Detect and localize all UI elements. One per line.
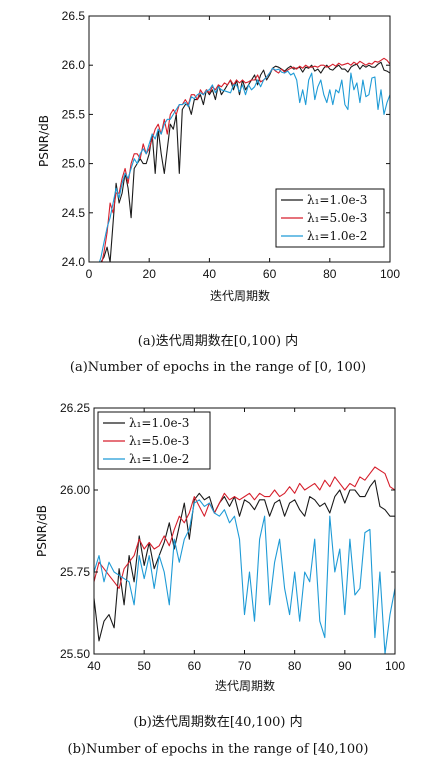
chart-a-y-tick-label: 24.0 (62, 255, 86, 269)
chart-a-y-tick-label: 26.0 (62, 58, 86, 72)
chart-b-y-axis-label: PSNR/dB (35, 505, 49, 557)
chart-a-x-tick-label: 100 (380, 267, 400, 281)
chart-b-x-tick-label: 60 (188, 659, 202, 673)
chart-a-legend-label-2: λ₁=5.0e-3 (307, 211, 367, 225)
chart-a-legend-label-3: λ₁=1.0e-2 (307, 229, 367, 243)
chart-a-x-axis-label: 迭代周期数 (210, 288, 270, 303)
chart-b-legend-label-1: λ₁=1.0e-3 (129, 416, 189, 430)
chart-b-y-tick-label: 26.00 (60, 483, 90, 497)
chart-a-caption-cn: (a)迭代周期数在[0,100) 内 (138, 333, 298, 349)
chart-b: PSNR/dB 迭代周期数 (b)迭代周期数在[40,100) 内 (b)Num… (35, 401, 405, 757)
chart-a-x-tick-label: 20 (143, 267, 157, 281)
chart-b-x-tick-label: 90 (338, 659, 352, 673)
chart-a-legend-label-1: λ₁=1.0e-3 (307, 193, 367, 207)
chart-a-caption-en: (a)Number of epochs in the range of [0, … (70, 360, 366, 375)
chart-b-y-tick-label: 25.75 (60, 565, 90, 579)
chart-b-legend-label-3: λ₁=1.0e-2 (129, 452, 189, 466)
chart-b-y-tick-label: 26.25 (60, 401, 90, 415)
chart-b-series-line-1 (94, 479, 395, 642)
chart-b-x-axis-label: 迭代周期数 (215, 678, 275, 693)
chart-b-series-line-3 (94, 499, 395, 654)
chart-a-x-tick-label: 0 (86, 267, 93, 281)
chart-a-series-line-3 (98, 67, 390, 262)
chart-b-x-tick-label: 40 (87, 659, 101, 673)
chart-b-x-tick-label: 70 (238, 659, 252, 673)
chart-a-y-tick-label: 25.0 (62, 157, 86, 171)
chart-a: PSNR/dB 迭代周期数 (a)迭代周期数在[0,100) 内 (a)Numb… (37, 9, 400, 375)
chart-b-x-tick-label: 50 (137, 659, 151, 673)
chart-a-series-line-1 (100, 61, 390, 262)
chart-a-y-axis-label: PSNR/dB (37, 115, 51, 167)
chart-b-y-tick-label: 25.50 (60, 647, 90, 661)
chart-b-legend-label-2: λ₁=5.0e-3 (129, 434, 189, 448)
chart-b-x-tick-label: 100 (385, 659, 405, 673)
chart-a-y-tick-label: 26.5 (62, 9, 86, 23)
chart-a-plot-frame (88, 15, 391, 263)
chart-a-y-tick-label: 25.5 (62, 107, 86, 121)
chart-b-caption-en: (b)Number of epochs in the range of [40,… (68, 742, 369, 757)
chart-b-caption-cn: (b)迭代周期数在[40,100) 内 (133, 714, 302, 730)
chart-b-x-tick-label: 80 (288, 659, 302, 673)
chart-a-series-line-2 (101, 57, 390, 262)
chart-a-y-tick-label: 24.5 (62, 206, 86, 220)
chart-a-x-tick-label: 40 (203, 267, 217, 281)
chart-a-x-tick-label: 60 (263, 267, 277, 281)
chart-a-x-tick-label: 80 (323, 267, 337, 281)
chart-b-series-line-2 (94, 466, 395, 589)
